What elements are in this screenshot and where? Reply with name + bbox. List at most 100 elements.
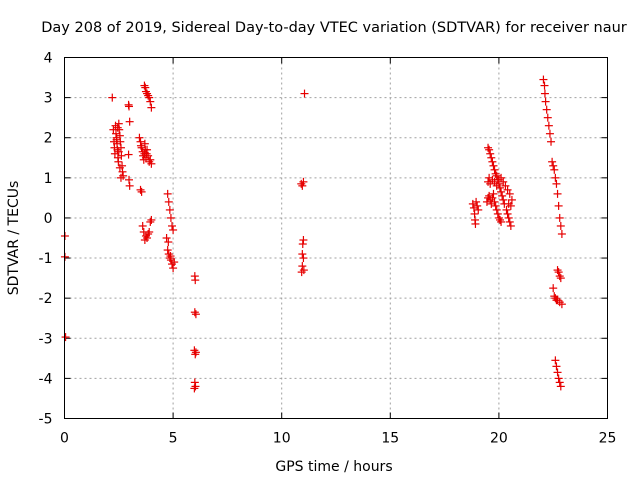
data-point [471,219,480,228]
data-point [553,266,562,275]
data-point [502,205,511,214]
data-point [117,151,126,160]
data-point [116,137,125,146]
data-point [136,185,145,194]
data-point [166,213,175,222]
data-point [556,274,565,283]
data-point [545,129,554,138]
x-tick-label: 20 [490,431,508,447]
grid [64,57,608,419]
data-point [190,346,199,355]
data-point [492,205,501,214]
data-point [140,81,149,90]
y-tick-label: -2 [39,291,53,307]
data-point [499,177,508,186]
data-point [143,89,152,98]
y-tick-label: -1 [39,251,53,267]
data-point [504,213,513,222]
data-points [60,75,566,393]
data-point [542,105,551,114]
data-point [549,284,558,293]
data-point [190,308,199,317]
data-point [503,185,512,194]
data-point [473,201,482,210]
data-point [540,81,549,90]
data-point [490,165,499,174]
data-point [144,229,153,238]
data-point [503,209,512,218]
data-point [492,171,501,180]
data-point [488,157,497,166]
y-tick-label: 1 [44,171,53,187]
data-point [137,143,146,152]
data-point [169,225,178,234]
x-axis-label: GPS time / hours [275,459,392,475]
data-point [147,103,156,112]
data-point [549,161,558,170]
data-point [551,173,560,182]
data-point [166,252,175,261]
data-point [147,215,156,224]
data-point [125,102,134,111]
data-point [554,268,563,277]
y-tick-label: 3 [44,91,53,107]
data-point [116,173,125,182]
data-point [190,384,199,393]
data-point [487,153,496,162]
data-point [191,350,200,359]
data-point [115,163,124,172]
data-point [146,217,155,226]
data-point [298,262,307,271]
data-point [111,129,120,138]
data-point [539,75,548,84]
data-point [144,151,153,160]
data-point [505,189,514,198]
data-point [163,189,172,198]
data-point [550,165,559,174]
data-point [490,197,499,206]
data-point [554,374,563,383]
data-point [191,276,200,285]
data-point [493,209,502,218]
data-point [555,213,564,222]
data-point [144,91,153,100]
x-tick-label: 0 [60,431,69,447]
data-point [136,141,145,150]
data-point [489,189,498,198]
data-point [299,254,308,263]
data-point [547,137,556,146]
data-point [543,113,552,122]
data-point [495,215,504,224]
data-point [115,125,124,134]
data-point [554,201,563,210]
data-point [557,229,566,238]
y-tick-label: -4 [39,371,53,387]
data-point [146,155,155,164]
data-point [297,268,306,277]
data-point [118,167,127,176]
data-point [125,175,134,184]
x-tick-label: 5 [169,431,178,447]
data-point [108,93,117,102]
data-point [110,149,119,158]
data-point [557,300,566,309]
data-point [114,147,123,156]
data-point [141,83,150,92]
data-point [552,179,561,188]
data-point [555,378,564,387]
data-point [488,193,497,202]
data-point [124,150,133,159]
data-point [550,292,559,301]
data-point [492,181,501,190]
data-point [556,382,565,391]
data-point [145,93,154,102]
data-point [485,145,494,154]
data-point [541,97,550,106]
data-point [162,234,171,242]
data-point [145,227,154,236]
data-point [300,89,309,98]
data-point [544,121,553,130]
data-point [114,157,123,166]
